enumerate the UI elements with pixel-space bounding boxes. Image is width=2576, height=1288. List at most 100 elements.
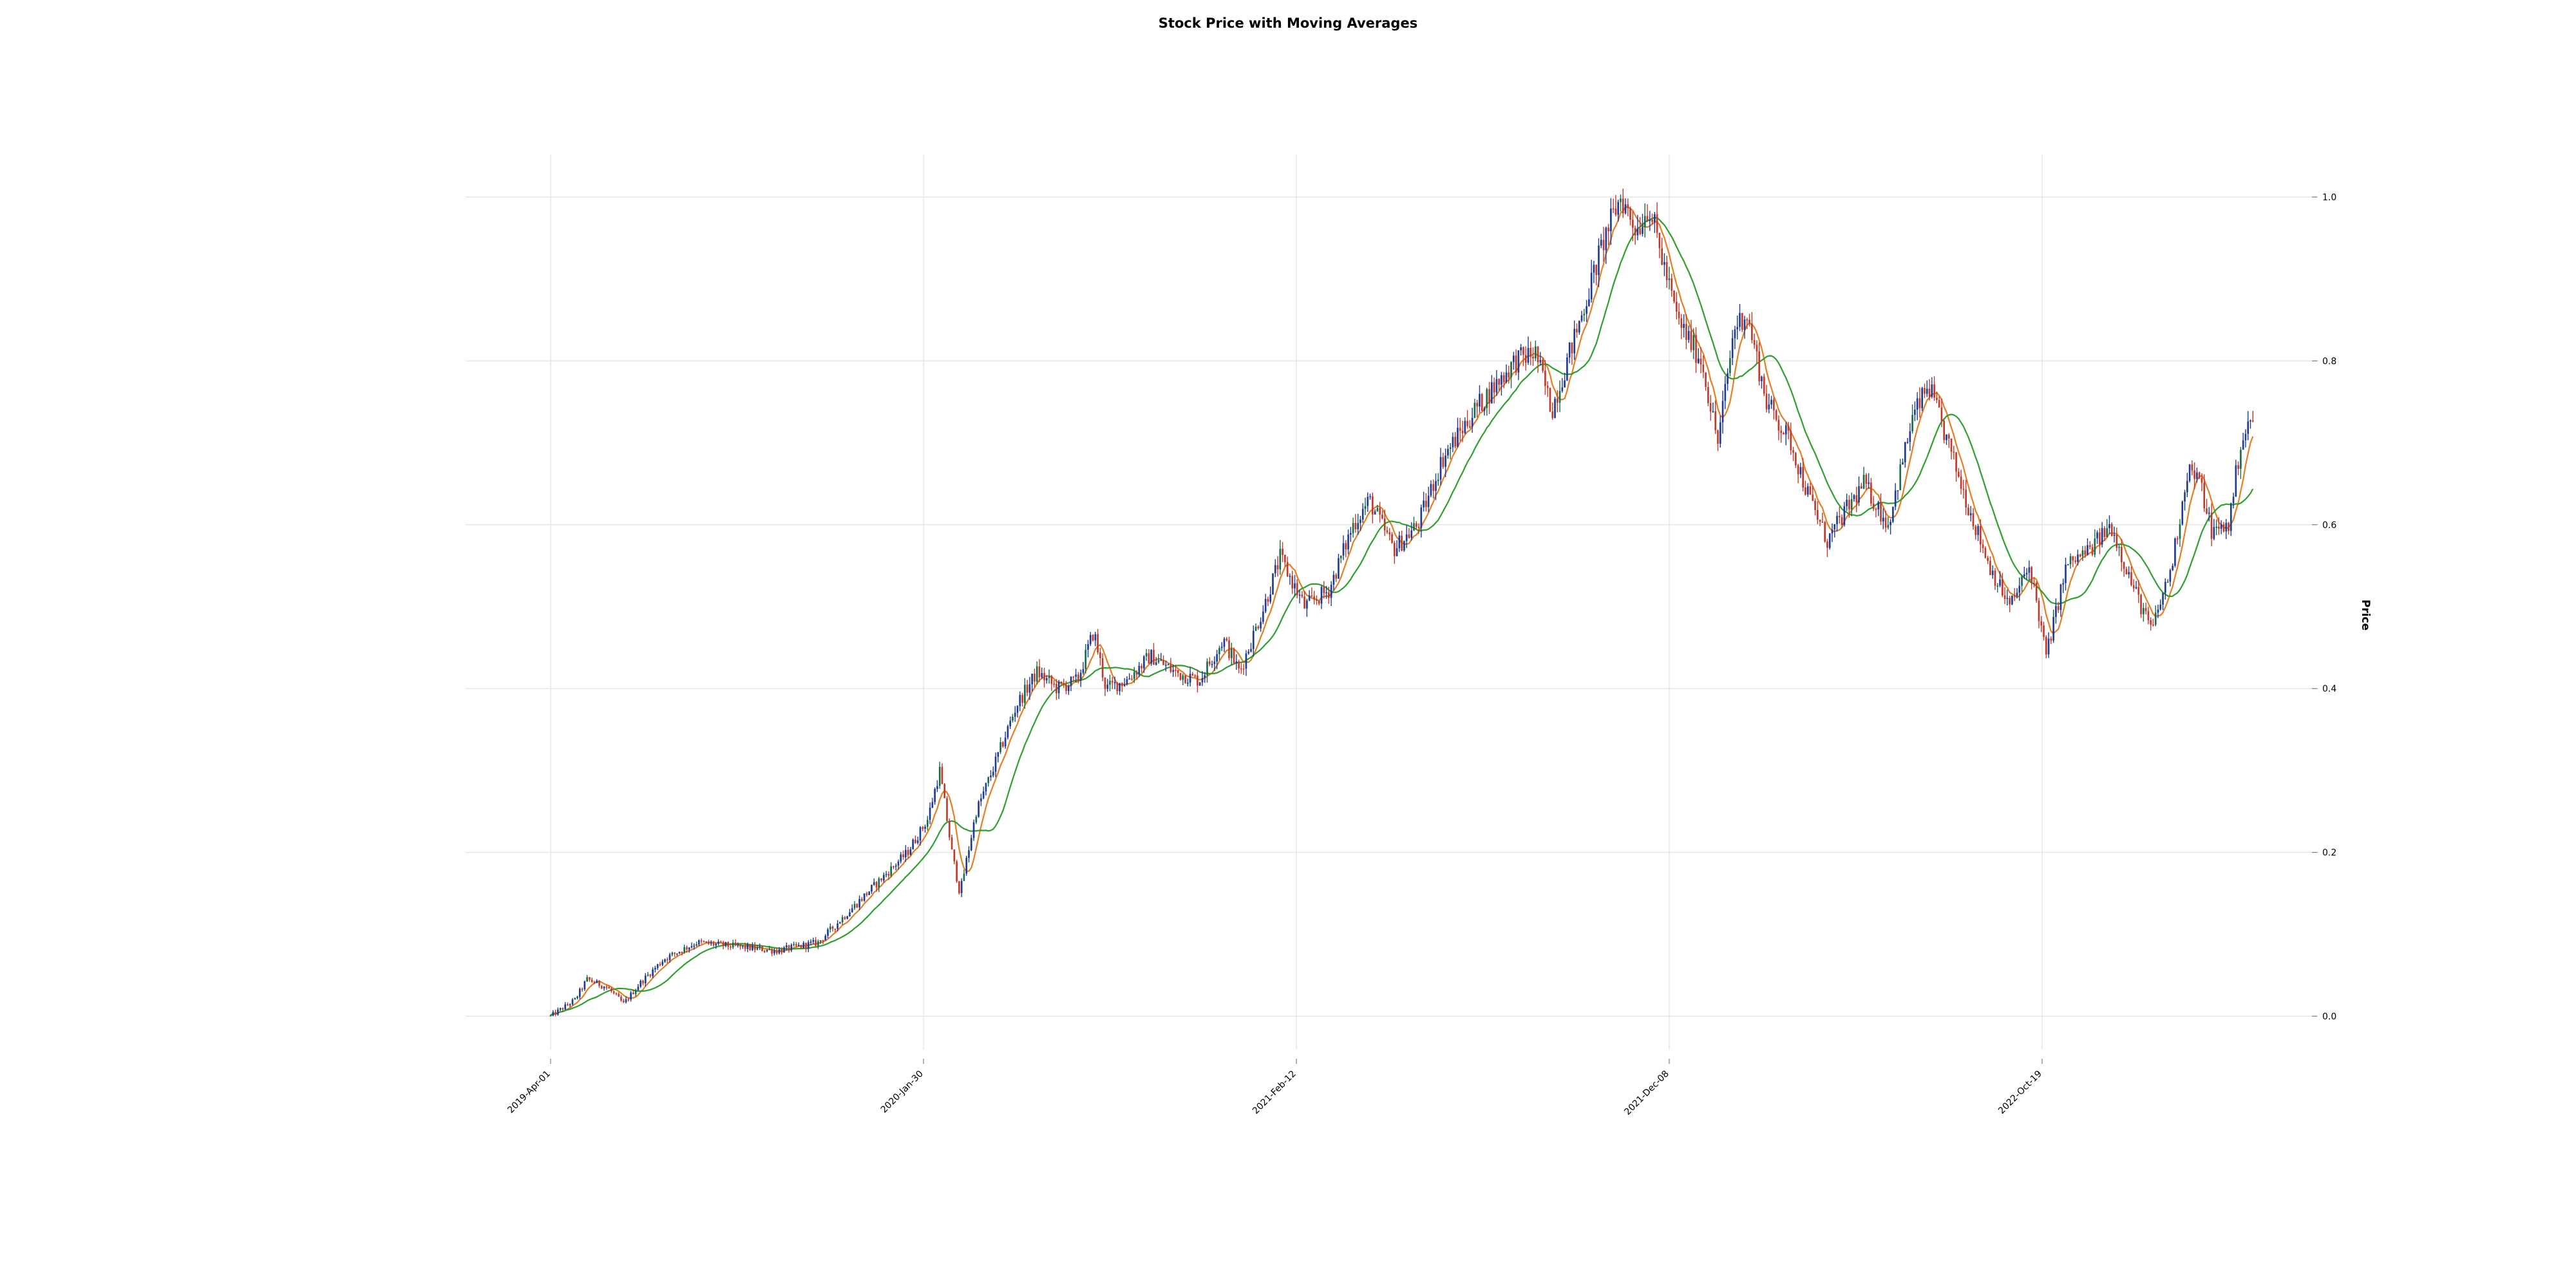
candle-body [1850,498,1853,510]
candlestick [1070,676,1072,692]
candle-body [1554,399,1556,419]
candle-body [2140,594,2142,614]
candlestick [1642,213,1643,237]
candlestick [1763,374,1765,397]
candle-body [2118,547,2120,548]
candlestick [1420,504,1423,538]
candle-body [846,916,849,919]
candle-body [746,944,749,949]
candlestick [1643,203,1646,238]
candle-body [1198,682,1201,686]
candle-body [625,999,627,1003]
candlestick [1513,352,1515,370]
candlestick [581,987,583,992]
candlestick [1773,397,1775,420]
candle-body [1600,240,1602,246]
candle-body [581,989,583,990]
candlestick [605,985,608,990]
candlestick [1128,673,1131,680]
moving-average-short-line [550,206,2254,1016]
candle-body [1043,673,1045,681]
candle-body [2106,528,2108,538]
candle-body [2162,592,2164,605]
candle-body [739,944,741,947]
candlestick [2121,538,2123,572]
candlestick [1350,527,1352,542]
candle-body [688,947,690,950]
candlestick [557,1007,559,1016]
candle-body [676,953,678,954]
candlestick [1571,342,1573,365]
candlestick [1505,364,1508,384]
candle-body [2040,621,2043,626]
candle-body [752,945,753,951]
candlestick [2244,429,2247,448]
candle-body [1311,595,1313,597]
candlestick [2222,522,2225,533]
candlestick [914,835,916,844]
candle-body [708,941,710,944]
candle-body [1777,419,1780,431]
candle-body [611,988,612,992]
candlestick [1471,407,1473,433]
candle-body [627,999,630,1001]
candle-body [819,940,822,942]
candlestick [2169,568,2172,587]
candlestick [1123,677,1126,687]
candle-body [1960,477,1962,489]
candlestick [1111,677,1113,690]
candlestick [1848,495,1850,518]
candle-body [1359,519,1361,524]
candlestick [2137,580,2140,603]
candlestick [1301,591,1303,598]
candlestick [1252,625,1255,657]
candle-body [2166,582,2169,583]
candle-body [1982,544,1984,549]
candlestick [1401,530,1403,552]
candle-body [2035,583,2038,601]
candle-body [1680,318,1683,328]
candle-body [2242,440,2244,450]
candle-body [1041,673,1043,677]
candle-body [829,926,831,930]
candle-body [1238,661,1240,668]
candle-body [1486,389,1488,408]
candle-body [1264,599,1267,612]
candle-body [1841,517,1843,526]
candle-body [2043,625,2045,638]
candlestick [1131,675,1133,681]
candlestick [2208,507,2210,522]
candlestick [929,802,931,824]
candle-body [1318,600,1320,604]
candle-body [1889,522,1891,526]
candle-body [1461,430,1464,433]
candle-body [2184,492,2186,502]
candlestick [853,901,856,910]
candlestick [2150,617,2152,631]
candle-body [1636,229,1639,236]
candle-body [1620,198,1622,202]
candlestick [1009,716,1012,730]
candle-body [1141,665,1142,668]
candle-body [1877,502,1880,510]
candlestick [1347,529,1349,554]
candlestick [2203,474,2206,512]
candlestick [642,980,644,986]
candle-body [929,808,931,820]
axes: 0.0 0.2 0.4 0.6 0.8 1.0 2019-Apr-01 2020-Jan-30… [506,193,2336,1117]
candlestick [1170,658,1172,674]
candlestick [2062,578,2065,594]
candle-body [800,945,802,948]
candlestick [1556,390,1558,413]
candle-body [2099,532,2101,545]
candle-body [1464,421,1466,433]
candlestick [1962,479,1965,499]
candlestick [2060,583,2062,617]
candlestick [1714,400,1717,434]
candlestick [2091,544,2094,556]
candle-body [1057,681,1060,694]
candlestick [1580,310,1583,323]
candlestick [2218,517,2220,535]
candle-body [1109,681,1111,685]
candle-body [778,949,781,954]
